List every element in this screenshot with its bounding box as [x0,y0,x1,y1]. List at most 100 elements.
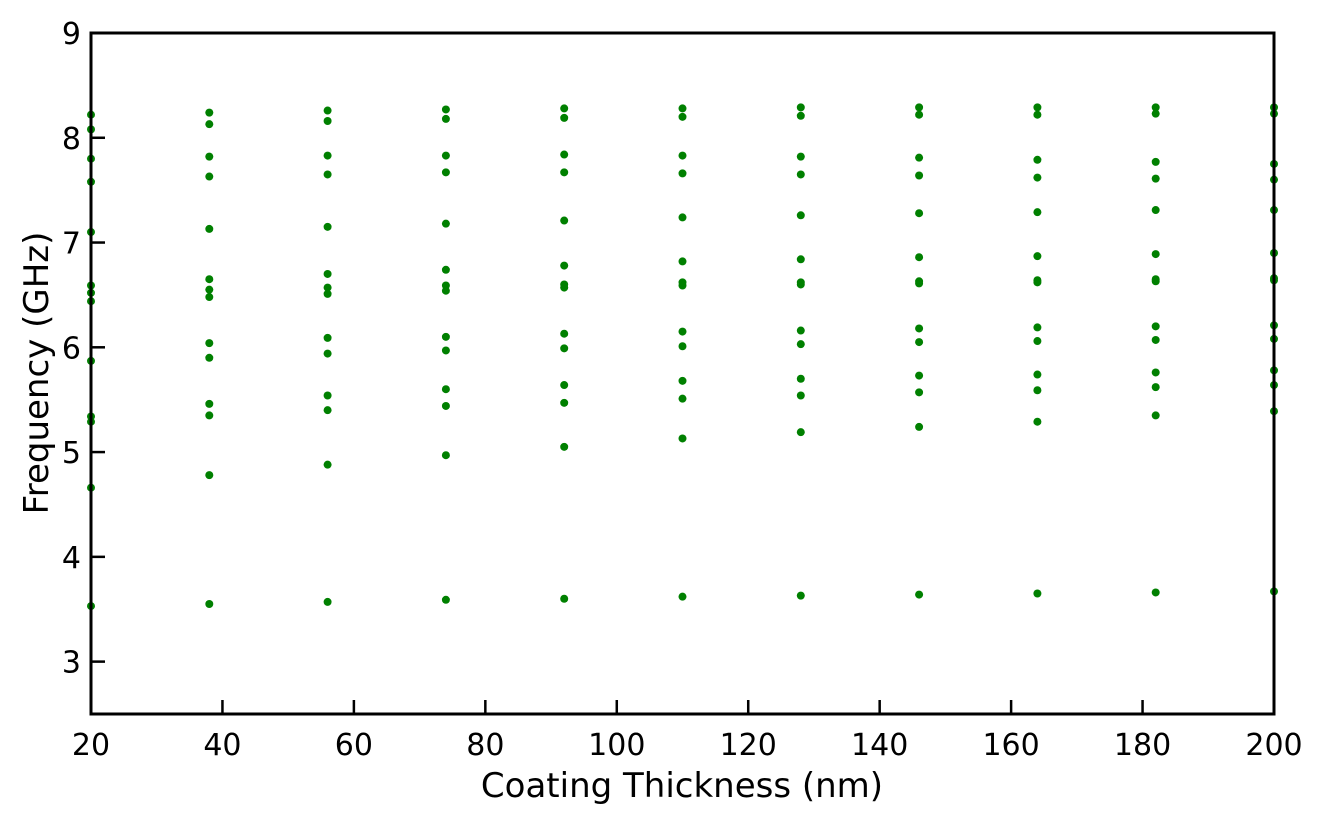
data-point [796,326,805,335]
data-point [441,281,450,290]
data-point [796,278,805,287]
data-point [1151,588,1160,597]
data-point [915,388,924,397]
y-axis-ticks: 3 4 5 6 7 8 9 [62,17,105,681]
data-point [323,170,332,179]
data-point [323,597,332,606]
data-point [915,277,924,286]
y-tick-label: 5 [62,436,81,471]
data-point [1151,275,1160,284]
data-point [678,104,687,113]
data-point [796,211,805,220]
data-point [796,391,805,400]
x-axis-label: Coating Thickness (nm) [481,766,883,806]
data-point [323,406,332,415]
data-point [560,381,569,390]
data-point [915,110,924,119]
x-tick-label: 20 [72,728,110,763]
data-point [796,152,805,161]
data-point [323,460,332,469]
x-axis-ticks: 20 40 60 80 100 120 140 160 180 200 [72,700,1303,763]
data-point [1033,417,1042,426]
data-point [560,104,569,113]
data-point [205,108,214,117]
data-point [915,171,924,180]
y-tick-label: 8 [62,122,81,157]
y-tick-label: 6 [62,331,81,366]
data-point [678,376,687,385]
data-point [560,216,569,225]
y-tick-label: 7 [62,227,81,262]
data-point [915,209,924,218]
data-point [205,152,214,161]
data-point [441,219,450,228]
data-point [1033,155,1042,164]
data-point [1033,323,1042,332]
data-point [441,332,450,341]
plot-frame [89,31,1276,716]
data-point [678,327,687,336]
data-point [1033,276,1042,285]
data-point [678,394,687,403]
data-point [323,391,332,400]
data-point [441,451,450,460]
data-point [323,283,332,292]
data-point [560,594,569,603]
data-point [1033,103,1042,112]
data-point [1033,337,1042,346]
data-point [323,269,332,278]
x-tick-label: 200 [1245,728,1302,763]
data-point [205,471,214,480]
data-point [441,346,450,355]
data-point [796,103,805,112]
data-point [441,168,450,177]
data-point [1033,589,1042,598]
data-point [441,265,450,274]
y-tick-label: 3 [62,646,81,681]
data-point [323,222,332,231]
data-point [915,253,924,262]
data-point [441,401,450,410]
data-point [560,329,569,338]
data-point [678,257,687,266]
data-point [1033,110,1042,119]
data-point [1151,174,1160,183]
data-point [678,342,687,351]
x-tick-label: 160 [982,728,1039,763]
data-point [323,151,332,160]
data-point [796,428,805,437]
data-point [205,275,214,284]
data-point [915,324,924,333]
data-point [915,153,924,162]
data-point [678,213,687,222]
data-point [1151,368,1160,377]
data-point [560,150,569,159]
data-point [441,151,450,160]
data-point [441,114,450,123]
data-point [1151,335,1160,344]
data-point [441,595,450,604]
data-point [205,599,214,608]
data-point [560,344,569,353]
data-point [560,442,569,451]
data-point [205,339,214,348]
data-point [1151,322,1160,331]
x-tick-label: 140 [851,728,908,763]
data-point [796,340,805,349]
data-point [678,278,687,287]
data-point [915,422,924,431]
data-point [1151,103,1160,112]
data-point [441,105,450,114]
x-tick-label: 60 [335,728,373,763]
data-point [1151,250,1160,259]
data-point [678,592,687,601]
data-point [678,112,687,121]
data-point [205,172,214,181]
data-point [560,113,569,122]
y-tick-label: 4 [62,541,81,576]
data-point [205,120,214,129]
data-point [560,261,569,270]
data-point [1033,386,1042,395]
data-point [678,151,687,160]
